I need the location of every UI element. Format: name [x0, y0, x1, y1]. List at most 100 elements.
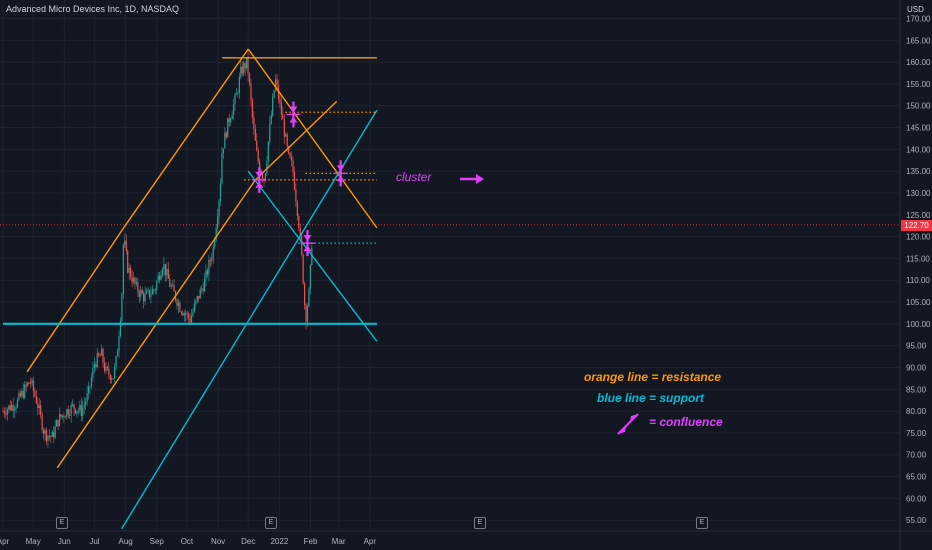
candle-body [302, 254, 304, 284]
earnings-marker[interactable]: E [474, 517, 486, 529]
candle-body [159, 275, 161, 280]
earnings-marker[interactable]: E [56, 517, 68, 529]
candle-body [196, 296, 198, 301]
candle-body [47, 435, 49, 441]
candle-body [51, 431, 53, 437]
candle-body [276, 79, 278, 86]
candle-body [137, 282, 139, 293]
support-legend: blue line = support [597, 391, 705, 405]
chart-title: Advanced Micro Devices Inc, 1D, NASDAQ [6, 4, 180, 14]
candle-body [234, 94, 236, 105]
candle-body [21, 390, 23, 397]
candle-body [285, 134, 287, 137]
candle-body [150, 294, 152, 297]
cluster-arrowhead [476, 174, 484, 184]
candle-body [231, 114, 233, 120]
candle-body [37, 403, 39, 409]
y-tick-label: 165.00 [906, 36, 931, 45]
y-tick-label: 135.00 [906, 167, 931, 176]
candle-body [301, 235, 303, 255]
candle-body [69, 414, 71, 416]
y-tick-label: 120.00 [906, 233, 931, 242]
confluence-marker [252, 166, 267, 193]
candle-body [79, 404, 81, 411]
candle-body [82, 407, 84, 417]
candle-body [85, 401, 87, 405]
candle-body [154, 289, 156, 291]
confluence-arrowhead [303, 245, 312, 252]
x-tick-label: Apr [364, 537, 377, 546]
candle-body [99, 355, 101, 357]
candle-body [18, 392, 20, 400]
candle-body [163, 264, 165, 270]
candle-body [161, 269, 164, 275]
candle-body [25, 384, 27, 386]
candle-body [58, 414, 61, 426]
legend-confluence-arrowhead [618, 426, 626, 434]
candle-body [272, 97, 274, 116]
y-tick-label: 145.00 [906, 124, 931, 133]
candle-body [198, 296, 200, 299]
candle-body [27, 382, 29, 386]
y-tick-label: 105.00 [906, 298, 931, 307]
candle-body [66, 409, 68, 417]
candle-body [76, 411, 78, 414]
candle-body [218, 200, 220, 217]
y-tick-label: 100.00 [906, 320, 931, 329]
x-tick-label: Nov [211, 537, 225, 546]
candle-body [35, 395, 37, 404]
candle-body [244, 63, 246, 69]
candle-body [188, 313, 190, 319]
candle-body [32, 380, 35, 391]
y-tick-label: 160.00 [906, 58, 931, 67]
candle-body [293, 172, 296, 190]
candle-body [121, 293, 123, 322]
candle-body [170, 285, 172, 287]
y-tick-label: 55.00 [906, 516, 927, 525]
earnings-marker[interactable]: E [696, 517, 708, 529]
candle-body [186, 313, 188, 315]
candle-body [254, 128, 256, 141]
candle-body [38, 405, 40, 409]
candle-body [96, 353, 98, 368]
candle-body [221, 153, 223, 184]
candle-body [70, 404, 72, 416]
crosshair-markers [252, 101, 639, 435]
candle-body [267, 141, 269, 161]
candle-body [127, 250, 129, 273]
candle-body [269, 123, 271, 142]
candle-body [14, 408, 16, 411]
candle-body [144, 294, 146, 302]
candle-body [164, 264, 166, 276]
candle-body [305, 305, 307, 322]
y-tick-label: 155.00 [906, 80, 931, 89]
currency-label: USD [907, 5, 924, 14]
x-tick-label: Jul [89, 537, 99, 546]
candle-body [248, 73, 251, 84]
chart-grid [0, 0, 900, 531]
candle-body [2, 411, 4, 413]
earnings-marker[interactable]: E [265, 517, 277, 529]
candle-body [189, 318, 191, 323]
x-tick-label: May [26, 537, 41, 546]
candle-body [195, 300, 197, 304]
confluence-arrowhead [255, 171, 264, 178]
candle-body [179, 302, 181, 312]
candle-body [279, 99, 281, 102]
y-tick-label: 70.00 [906, 451, 927, 460]
candle-body [237, 92, 239, 94]
y-axis: 55.00 60.00 65.00 70.00 75.00 80.00 85.00 90.00… [899, 0, 931, 550]
candle-body [290, 157, 293, 161]
candle-body [304, 283, 306, 306]
candle-body [9, 405, 11, 411]
candle-body [292, 160, 294, 173]
y-tick-label: 65.00 [906, 473, 927, 482]
candle-body [109, 374, 111, 380]
candle-body [296, 201, 298, 216]
candle-body [77, 410, 79, 412]
candle-body [172, 284, 174, 286]
candle-body [72, 404, 74, 406]
candle-body [6, 409, 8, 415]
